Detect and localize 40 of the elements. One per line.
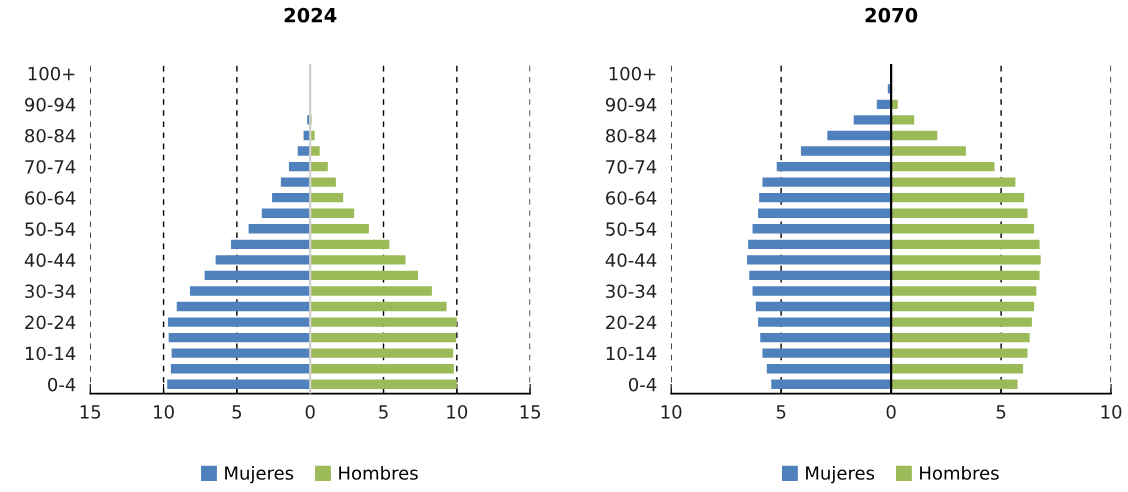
x-tick-label: 0 <box>305 405 315 419</box>
x-tick-label: 15 <box>520 405 541 419</box>
x-tick-label: 5 <box>776 405 786 419</box>
y-tick-label: 20-24 <box>25 315 76 330</box>
x-tick-label: 10 <box>661 405 682 419</box>
x-tick-label: 5 <box>996 405 1006 419</box>
y-tick-label: 100+ <box>28 66 75 81</box>
x-tick-label: 5 <box>379 405 388 419</box>
y-tick-label: 10-14 <box>25 346 76 361</box>
legend-label: Mujeres <box>806 465 875 484</box>
y-tick-label: 10-14 <box>606 346 657 361</box>
y-tick-label: 40-44 <box>605 253 657 267</box>
y-tick-label: 60-64 <box>606 191 657 205</box>
y-tick-label: 20-24 <box>606 315 657 330</box>
y-tick-label: 70-74 <box>606 160 657 174</box>
y-tick-label: 90-94 <box>605 97 657 112</box>
x-tick-label: 15 <box>80 405 101 419</box>
y-tick-label: 50-54 <box>606 222 657 236</box>
y-tick-label: 60-64 <box>25 191 76 205</box>
legend-label: Mujeres <box>225 465 294 484</box>
y-tick-label: 90-94 <box>25 97 76 112</box>
legend-label: Hombres <box>920 465 999 480</box>
y-tick-label: 30-34 <box>25 284 76 299</box>
y-tick-label: 50-54 <box>25 222 76 236</box>
x-tick-label: 10 <box>154 405 174 419</box>
y-tick-label: 30-34 <box>606 284 657 299</box>
x-tick-label: 10 <box>1101 405 1122 419</box>
y-tick-label: 80-84 <box>25 128 76 143</box>
x-tick-label: 10 <box>447 405 468 419</box>
y-tick-label: 0-4 <box>628 377 657 392</box>
y-tick-label: 0-4 <box>48 377 76 392</box>
x-tick-label: 0 <box>886 405 896 419</box>
y-tick-label: 70-74 <box>25 160 76 174</box>
chart-title: 2070 <box>865 7 918 23</box>
legend-label: Hombres <box>339 465 418 480</box>
chart-title: 2024 <box>284 7 337 23</box>
y-tick-label: 40-44 <box>24 253 76 267</box>
x-tick-label: 5 <box>232 405 242 419</box>
y-tick-label: 80-84 <box>606 128 657 143</box>
y-tick-label: 100+ <box>609 66 656 81</box>
